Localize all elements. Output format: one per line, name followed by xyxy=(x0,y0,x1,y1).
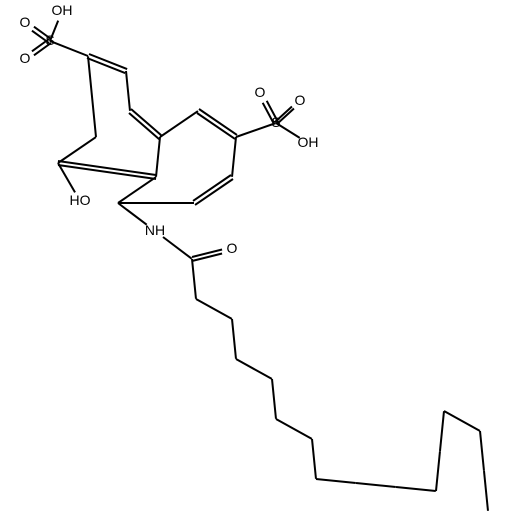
bond xyxy=(444,410,481,432)
bond xyxy=(50,40,89,57)
atom-label: OH xyxy=(298,135,319,149)
bond xyxy=(439,411,445,451)
atom-label: S xyxy=(45,33,54,47)
bond xyxy=(231,319,237,359)
bond xyxy=(57,136,96,164)
bond xyxy=(191,259,197,299)
bond xyxy=(236,122,277,138)
bond xyxy=(162,236,192,260)
bond xyxy=(236,358,273,380)
bond xyxy=(196,112,235,140)
bond xyxy=(479,431,485,471)
bond xyxy=(483,471,489,511)
bond xyxy=(435,451,441,491)
atom-label: O xyxy=(255,85,266,99)
bond xyxy=(192,175,231,203)
bond xyxy=(117,176,156,204)
atom-label: O xyxy=(20,15,31,29)
atom-label: O xyxy=(20,51,31,65)
bond xyxy=(155,137,161,177)
bond xyxy=(128,112,159,140)
atom-label: OH xyxy=(52,3,73,17)
bond xyxy=(196,298,233,320)
atom-label: S xyxy=(271,115,280,129)
atom-label: HO xyxy=(70,193,91,207)
bond xyxy=(117,202,147,226)
bond xyxy=(125,71,131,111)
atom-label: O xyxy=(295,93,306,107)
atom-label: O xyxy=(227,241,238,255)
bond xyxy=(159,110,198,138)
bond xyxy=(316,478,356,484)
bond xyxy=(276,418,313,440)
bond xyxy=(231,137,237,177)
bond xyxy=(396,486,436,492)
bond xyxy=(87,56,97,137)
bond xyxy=(356,482,396,488)
bond xyxy=(311,439,317,479)
bond xyxy=(199,109,238,137)
bond xyxy=(195,178,234,206)
bond xyxy=(131,109,162,137)
bond xyxy=(271,379,277,419)
bond xyxy=(118,202,194,204)
atom-label: NH xyxy=(145,223,165,237)
